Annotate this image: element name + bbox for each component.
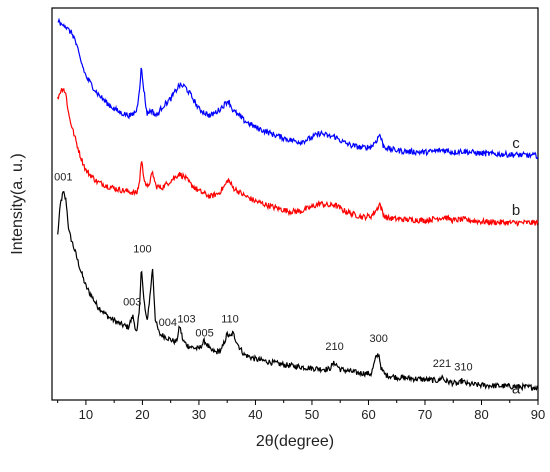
curve-labels-group: a b c — [512, 135, 521, 397]
x-tick-label: 20 — [135, 407, 149, 422]
peak-label-004: 004 — [159, 317, 177, 329]
peak-label-003: 003 — [123, 297, 141, 309]
x-tick-label: 80 — [474, 407, 488, 422]
curve-label-b: b — [512, 202, 520, 219]
x-tick-label: 90 — [531, 407, 545, 422]
series-line-c — [57, 17, 539, 160]
peak-label-103: 103 — [177, 314, 195, 326]
peak-label-005: 005 — [195, 327, 213, 339]
peak-label-110: 110 — [221, 314, 239, 326]
peak-label-310: 310 — [454, 361, 472, 373]
peak-label-300: 300 — [369, 333, 387, 345]
series-group — [57, 17, 539, 392]
curve-label-a: a — [512, 381, 521, 398]
x-tick-label: 30 — [192, 407, 206, 422]
x-axis-ticks: 10 20 30 40 50 60 70 80 90 — [57, 400, 545, 422]
curve-label-c: c — [512, 135, 520, 152]
y-axis-title: Intensity(a. u.) — [9, 153, 26, 254]
series-line-b — [57, 87, 539, 227]
x-tick-label: 70 — [418, 407, 432, 422]
x-tick-label: 10 — [79, 407, 93, 422]
peak-label-210: 210 — [325, 341, 343, 353]
x-tick-label: 40 — [248, 407, 262, 422]
peak-label-100: 100 — [133, 243, 151, 255]
x-axis-title: 2θ(degree) — [256, 433, 334, 450]
series-line-a — [57, 191, 539, 392]
x-tick-label: 60 — [361, 407, 375, 422]
plot-frame — [51, 7, 539, 401]
x-tick-label: 50 — [305, 407, 319, 422]
peak-label-221: 221 — [433, 358, 451, 370]
peak-label-001: 001 — [54, 172, 72, 184]
